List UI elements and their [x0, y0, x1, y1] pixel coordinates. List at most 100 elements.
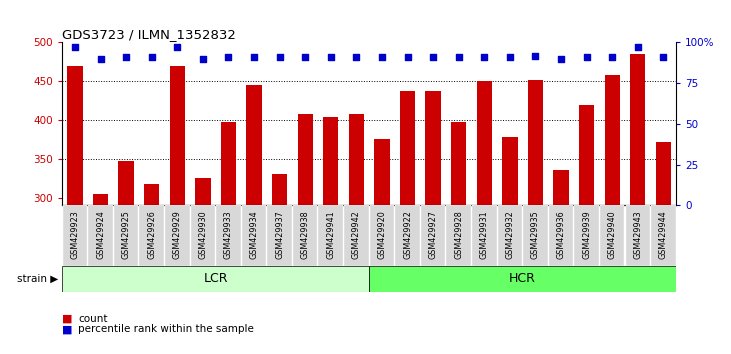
Text: GSM429942: GSM429942 — [352, 210, 361, 259]
Point — [145, 54, 158, 60]
Bar — [498, 205, 522, 266]
Point — [222, 54, 234, 60]
Text: GDS3723 / ILMN_1352832: GDS3723 / ILMN_1352832 — [62, 28, 236, 41]
Point — [249, 54, 260, 60]
Text: strain ▶: strain ▶ — [18, 274, 58, 284]
Bar — [319, 205, 343, 266]
Point — [504, 54, 516, 60]
Bar — [216, 205, 240, 266]
Text: count: count — [78, 314, 107, 324]
Bar — [369, 266, 676, 292]
Point — [556, 56, 567, 62]
Point — [95, 56, 107, 62]
Point — [427, 54, 439, 60]
Text: GSM429925: GSM429925 — [121, 210, 131, 259]
Text: GSM429928: GSM429928 — [454, 210, 463, 259]
Text: GSM429933: GSM429933 — [224, 210, 233, 259]
Text: GSM429926: GSM429926 — [147, 210, 156, 259]
Bar — [523, 205, 548, 266]
Bar — [447, 205, 471, 266]
Bar — [600, 205, 624, 266]
Bar — [349, 114, 364, 205]
Point — [300, 54, 311, 60]
Bar — [472, 205, 496, 266]
Bar — [144, 184, 159, 205]
Text: GSM429944: GSM429944 — [659, 210, 668, 259]
Bar — [191, 205, 215, 266]
Point — [581, 54, 593, 60]
Bar — [502, 137, 518, 205]
Point — [606, 54, 618, 60]
Bar — [549, 205, 573, 266]
Bar — [605, 75, 620, 205]
Bar — [651, 205, 675, 266]
Text: GSM429936: GSM429936 — [556, 210, 566, 259]
Bar — [242, 205, 266, 266]
Text: GSM429939: GSM429939 — [582, 210, 591, 259]
Bar — [477, 81, 492, 205]
Bar — [323, 117, 338, 205]
Text: percentile rank within the sample: percentile rank within the sample — [78, 324, 254, 334]
Point — [632, 45, 644, 50]
Bar — [221, 122, 236, 205]
Text: GSM429940: GSM429940 — [607, 210, 617, 259]
Bar — [626, 205, 650, 266]
Point — [171, 45, 183, 50]
Text: GSM429929: GSM429929 — [173, 210, 182, 259]
Bar — [630, 54, 645, 205]
Point — [453, 54, 465, 60]
Point — [658, 54, 670, 60]
Bar — [62, 266, 369, 292]
Point — [351, 54, 363, 60]
Bar — [67, 66, 83, 205]
Bar — [553, 170, 569, 205]
Bar — [293, 205, 317, 266]
Text: LCR: LCR — [203, 272, 228, 285]
Point — [402, 54, 414, 60]
Point — [273, 54, 285, 60]
Bar — [374, 139, 390, 205]
Point — [376, 54, 387, 60]
Text: GSM429934: GSM429934 — [249, 210, 259, 259]
Bar — [195, 178, 211, 205]
Bar — [272, 174, 287, 205]
Bar — [268, 205, 292, 266]
Bar — [114, 205, 138, 266]
Bar — [118, 161, 134, 205]
Text: GSM429932: GSM429932 — [505, 210, 515, 259]
Text: GSM429930: GSM429930 — [198, 210, 208, 259]
Text: GSM429937: GSM429937 — [275, 210, 284, 259]
Point — [120, 54, 132, 60]
Point — [197, 56, 209, 62]
Bar — [246, 85, 262, 205]
Bar — [298, 114, 313, 205]
Text: HCR: HCR — [510, 272, 536, 285]
Bar — [656, 142, 671, 205]
Text: GSM429923: GSM429923 — [70, 210, 80, 259]
Bar — [93, 194, 108, 205]
Text: ■: ■ — [62, 314, 72, 324]
Bar — [421, 205, 445, 266]
Bar — [88, 205, 113, 266]
Text: GSM429941: GSM429941 — [326, 210, 336, 259]
Text: GSM429920: GSM429920 — [377, 210, 387, 259]
Text: ■: ■ — [62, 324, 72, 334]
Text: GSM429931: GSM429931 — [480, 210, 489, 259]
Bar — [395, 205, 420, 266]
Text: GSM429924: GSM429924 — [96, 210, 105, 259]
Bar — [579, 104, 594, 205]
Point — [529, 53, 541, 58]
Point — [478, 54, 490, 60]
Bar — [140, 205, 164, 266]
Bar — [575, 205, 599, 266]
Point — [325, 54, 336, 60]
Bar — [451, 122, 466, 205]
Text: GSM429938: GSM429938 — [300, 210, 310, 259]
Text: GSM429922: GSM429922 — [403, 210, 412, 259]
Text: GSM429943: GSM429943 — [633, 210, 643, 259]
Bar — [170, 66, 185, 205]
Bar — [344, 205, 368, 266]
Bar — [528, 80, 543, 205]
Bar — [370, 205, 394, 266]
Bar — [425, 91, 441, 205]
